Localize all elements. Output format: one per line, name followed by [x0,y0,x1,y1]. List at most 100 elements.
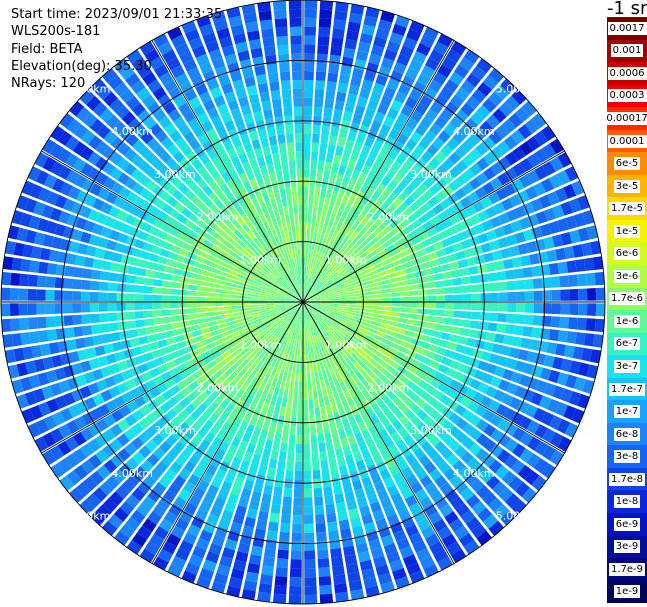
range-gate-cell [57,457,73,474]
range-gate-cell [444,245,455,255]
range-gate-cell [362,258,373,267]
range-gate-cell [183,264,194,272]
range-gate-cell [311,302,321,305]
range-gate-cell [326,386,333,397]
range-gate-cell [63,278,74,289]
range-gate-cell [306,275,310,285]
range-gate-cell [115,485,130,500]
range-gate-cell [208,412,219,424]
range-gate-cell [376,331,386,338]
range-gate-cell [358,344,368,353]
range-gate-cell [523,314,534,326]
range-gate-cell [339,212,347,223]
range-gate-cell [175,42,190,57]
range-gate-cell [221,44,236,57]
range-gate-cell [49,207,63,222]
range-gate-cell [208,191,219,203]
range-gate-cell [82,476,98,492]
range-gate-cell [497,418,511,432]
range-gate-cell [153,271,164,280]
range-gate-cell [277,330,284,340]
range-gate-cell [121,391,134,404]
range-gate-cell [263,109,273,120]
range-gate-cell [497,313,507,323]
range-gate-cell [134,302,144,311]
range-gate-cell [382,288,392,294]
range-gate-cell [465,72,481,88]
radial-line [41,150,304,303]
legend-entry-label: 3e-7 [613,359,641,373]
range-gate-cell [398,280,409,287]
range-gate-cell [415,123,428,137]
range-gate-cell [72,141,87,156]
range-gate-cell [231,156,241,168]
range-gate-cell [310,258,315,268]
range-gate-cell [273,9,287,20]
range-gate-cell [107,292,117,302]
range-gate-cell [303,293,305,302]
range-gate-cell [92,393,105,406]
range-gate-cell [318,309,328,314]
range-gate-cell [197,426,209,439]
range-gate-cell [392,185,404,196]
range-gate-cell [269,512,280,523]
range-gate-cell [318,151,326,162]
range-gate-cell [550,276,561,288]
range-gate-cell [136,87,151,102]
range-gate-cell [379,235,389,245]
range-gate-cell [462,285,472,293]
legend-entry: 0.0003 [607,84,647,108]
range-gate-cell [427,251,438,261]
range-gate-cell [423,26,439,41]
range-gate-cell [102,428,116,443]
range-gate-cell [344,554,358,565]
range-gate-cell [178,289,189,296]
range-gate-cell [425,384,437,396]
range-gate-cell [329,303,339,306]
range-gate-cell [359,239,369,249]
range-gate-cell [468,148,482,162]
range-gate-cell [346,499,358,511]
range-gate-cell [318,18,332,29]
range-gate-cell [329,296,339,300]
range-gate-cell [216,163,227,175]
range-gate-cell [344,39,358,50]
range-gate-cell [320,295,330,299]
range-gate-cell [355,223,365,233]
range-gate-cell [514,385,527,399]
range-gate-cell [88,454,103,469]
range-gate-cell [272,593,287,604]
range-gate-cell [245,374,255,384]
range-gate-cell [319,593,334,604]
range-gate-cell [376,152,387,164]
range-gate-cell [356,358,366,368]
range-gate-cell [214,65,228,78]
range-gate-cell [292,523,302,533]
range-gate-cell [7,225,20,240]
range-gate-cell [304,319,308,329]
range-gate-cell [349,254,359,263]
range-gate-cell [50,428,64,443]
range-gate-cell [514,231,526,244]
range-gate-cell [372,313,382,319]
range-gate-cell [82,268,93,279]
range-gate-cell [296,426,303,436]
range-gate-cell [315,416,322,426]
range-gate-cell [46,191,60,206]
range-gate-cell [437,210,449,222]
range-gate-cell [214,302,224,307]
range-gate-cell [196,190,208,202]
range-gate-cell [58,210,71,225]
range-gate-cell [286,133,294,143]
range-gate-cell [390,160,402,173]
range-gate-cell [240,133,251,145]
range-gate-cell [382,369,393,379]
range-gate-cell [285,334,291,344]
range-gate-cell [380,448,392,460]
range-gate-cell [392,451,404,464]
range-gate-cell [257,510,269,522]
range-gate-cell [66,470,82,486]
range-gate-cell [436,302,446,309]
range-gate-cell [560,201,573,216]
range-gate-cell [305,319,309,329]
